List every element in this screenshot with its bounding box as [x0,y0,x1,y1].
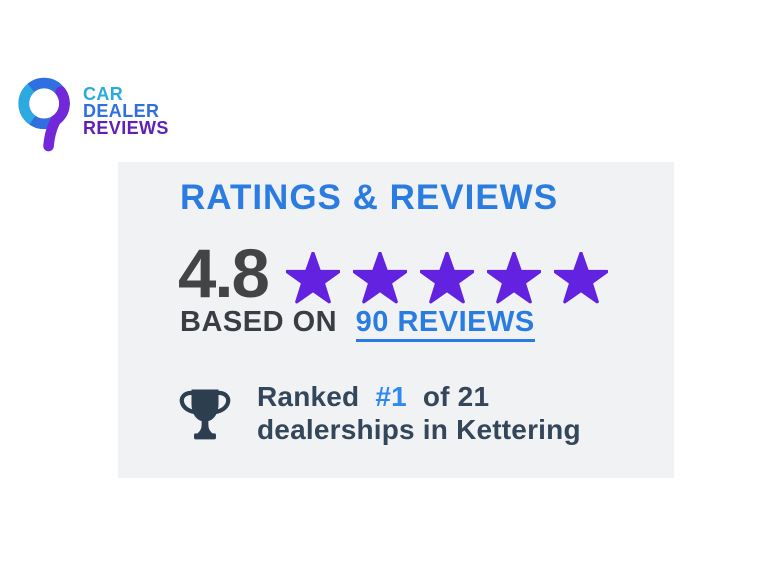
ranked-suffix: of 21 [422,381,490,412]
rating-value: 4.8 [178,235,270,312]
logo-line-reviews: REVIEWS [83,118,169,138]
reviews-count-link[interactable]: 90 REVIEWS [355,306,535,342]
ranked-text: Ranked #1 of 21 dealerships in Kettering [257,380,581,446]
rating-row: 4.8 [178,234,608,313]
ranked-line-1: Ranked #1 of 21 [257,380,581,413]
logo-nine-ring-icon [14,74,76,161]
ranked-prefix: Ranked [257,381,360,412]
logo-wordmark: CAR DEALER REVIEWS [83,84,169,138]
star-icon [352,251,407,303]
star-icon [285,251,340,303]
star-icon [419,251,474,303]
ranking-row: Ranked #1 of 21 dealerships in Kettering [178,380,581,450]
car-dealer-reviews-logo[interactable]: CAR DEALER REVIEWS [14,74,169,161]
trophy-icon [178,383,232,450]
based-on-label: BASED ON [180,306,338,338]
star-icon [486,251,541,303]
logo-line-dealer: DEALER [83,101,160,121]
logo-line-car: CAR [83,84,124,104]
ratings-reviews-card: RATINGS & REVIEWS 4.8 [118,162,674,478]
rank-number: #1 [375,381,407,412]
ranked-line-2: dealerships in Kettering [257,414,581,445]
based-on-row: BASED ON 90 REVIEWS [180,306,535,342]
star-icon [553,251,608,303]
star-rating [285,251,608,304]
ratings-reviews-heading: RATINGS & REVIEWS [180,178,559,217]
